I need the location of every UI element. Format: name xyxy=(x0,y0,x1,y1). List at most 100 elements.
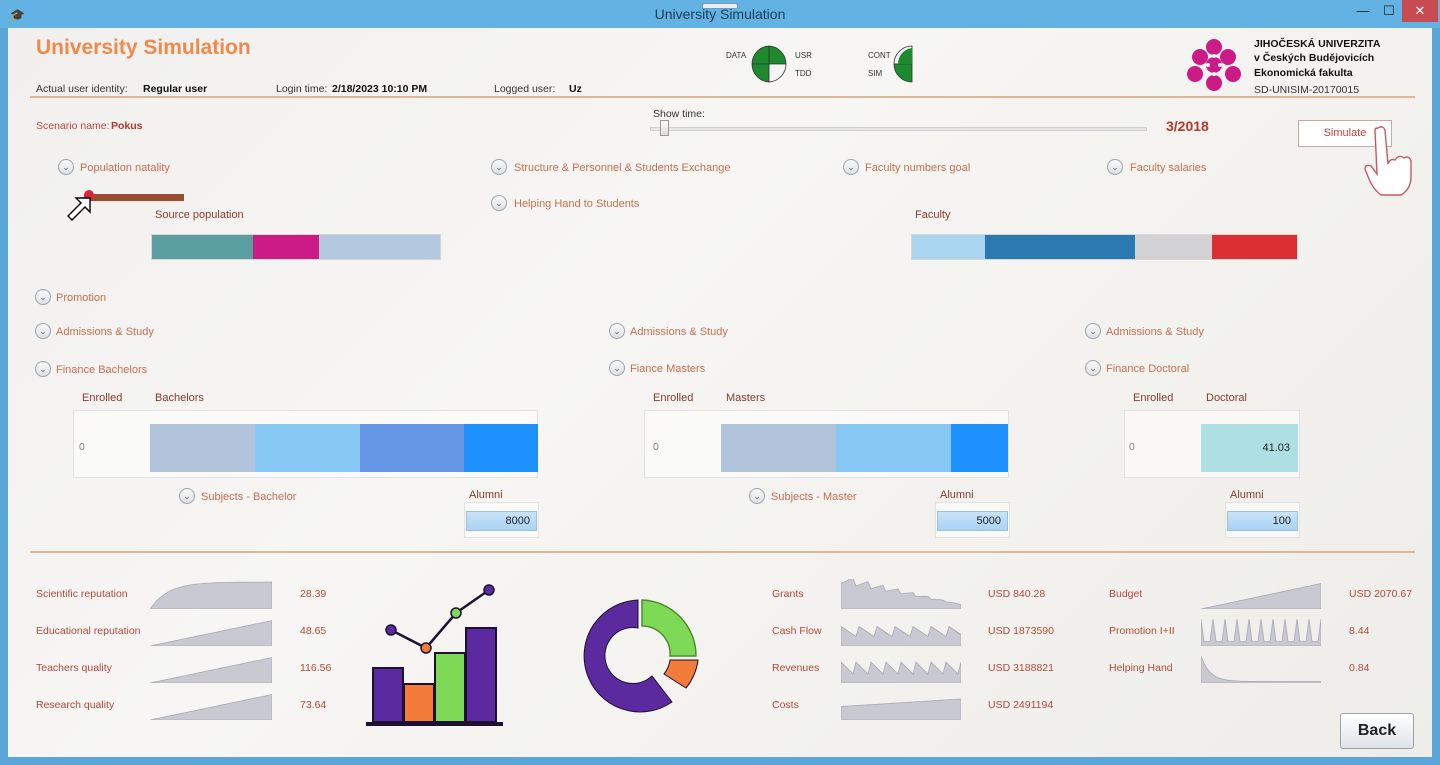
bachelor-segment xyxy=(359,424,465,472)
cursor-arrow-icon xyxy=(67,197,91,221)
doctoral-enrolled-value: 0 xyxy=(1129,441,1135,453)
source-population-segment xyxy=(252,235,320,259)
doctoral-alumni-label: Alumni xyxy=(1230,489,1264,501)
titlebar-grip[interactable] xyxy=(702,3,738,9)
university-name-line2: v Českých Budějovicích xyxy=(1254,52,1375,64)
section-promotion[interactable]: Promotion xyxy=(56,292,107,304)
pointing-hand-icon xyxy=(1364,126,1412,196)
bachelor-segment xyxy=(150,424,255,472)
metric-label: Revenues xyxy=(772,662,820,674)
section-population-natality[interactable]: Population natality xyxy=(80,162,170,174)
metric-value: 116.56 xyxy=(300,662,332,674)
chevron-down-icon[interactable]: ⌄ xyxy=(35,323,51,339)
metric-label: Grants xyxy=(772,588,804,600)
time-slider-thumb[interactable] xyxy=(660,120,669,136)
chevron-down-icon[interactable]: ⌄ xyxy=(609,360,625,376)
login-value: 2/18/2023 10:10 PM xyxy=(332,83,428,95)
time-slider-track[interactable] xyxy=(650,127,1147,131)
chevron-down-icon[interactable]: ⌄ xyxy=(491,195,507,211)
show-time-label: Show time: xyxy=(653,108,705,120)
master-segment xyxy=(950,424,1008,472)
data-indicator-label: DATA xyxy=(726,51,747,60)
section-faculty-salaries[interactable]: Faculty salaries xyxy=(1130,162,1207,174)
window-title: University Simulation xyxy=(654,6,786,22)
doctoral-admissions[interactable]: Admissions & Study xyxy=(1106,326,1204,338)
chevron-down-icon[interactable]: ⌄ xyxy=(843,159,859,175)
source-population-segment xyxy=(319,235,440,259)
bachelor-segment xyxy=(254,424,360,472)
maximize-button[interactable]: ☐ xyxy=(1383,3,1395,18)
metric-value: USD 2491194 xyxy=(988,699,1054,711)
doctoral-finance[interactable]: Finance Doctoral xyxy=(1106,363,1190,375)
section-helping-hand[interactable]: Helping Hand to Students xyxy=(514,198,640,210)
metric-value: USD 1873590 xyxy=(988,625,1054,637)
metric-label: Educational reputation xyxy=(36,625,141,637)
chevron-down-icon[interactable]: ⌄ xyxy=(58,159,74,175)
section-faculty-goal[interactable]: Faculty numbers goal xyxy=(865,162,971,174)
metric-label: Helping Hand xyxy=(1109,662,1173,674)
bachelor-enrolled-label: Enrolled xyxy=(82,392,123,404)
chevron-down-icon[interactable]: ⌄ xyxy=(749,488,765,504)
master-finance[interactable]: Fiance Masters xyxy=(630,363,706,375)
master-bar xyxy=(721,424,1008,472)
back-button[interactable]: Back xyxy=(1340,713,1414,749)
metric-value: USD 840.28 xyxy=(988,588,1046,600)
bachelor-admissions[interactable]: Admissions & Study xyxy=(56,326,154,338)
time-value: 3/2018 xyxy=(1166,118,1209,134)
metric-value: 28.39 xyxy=(300,588,327,600)
content-separator xyxy=(30,551,1415,553)
metric-label: Research quality xyxy=(36,699,115,711)
master-admissions[interactable]: Admissions & Study xyxy=(630,326,728,338)
chevron-down-icon[interactable]: ⌄ xyxy=(491,159,507,175)
faculty-name: Ekonomická fakulta xyxy=(1254,67,1353,79)
bachelor-segment xyxy=(464,424,538,472)
chevron-down-icon[interactable]: ⌄ xyxy=(1085,360,1101,376)
close-button[interactable]: ✕ xyxy=(1402,0,1438,22)
faculty-segment xyxy=(985,235,1136,259)
master-alumni-value: 5000 xyxy=(937,511,1008,531)
doctoral-enrolled-label: Enrolled xyxy=(1133,392,1174,404)
login-label: Login time: xyxy=(276,83,328,95)
master-segment xyxy=(721,424,836,472)
master-segment xyxy=(835,424,951,472)
master-enrolled-label: Enrolled xyxy=(653,392,694,404)
university-logo-icon xyxy=(1187,39,1241,91)
header-separator xyxy=(30,96,1415,98)
bachelor-finance[interactable]: Finance Bachelors xyxy=(56,364,148,376)
doctoral-value: 41.03 xyxy=(1201,424,1298,472)
faculty-label: Faculty xyxy=(915,209,951,221)
chevron-down-icon[interactable]: ⌄ xyxy=(609,323,625,339)
sparkline-chart xyxy=(841,661,961,683)
master-title: Masters xyxy=(726,392,766,404)
sparkline-chart xyxy=(150,694,272,720)
source-population-label: Source population xyxy=(155,209,244,221)
bachelor-bar xyxy=(150,424,538,472)
chevron-down-icon[interactable]: ⌄ xyxy=(1085,323,1101,339)
metric-value: 0.84 xyxy=(1349,662,1370,674)
chevron-down-icon[interactable]: ⌄ xyxy=(1107,159,1123,175)
natality-progress-bar[interactable] xyxy=(84,194,184,201)
window-titlebar[interactable]: 🎓 University Simulation — ☐ ✕ xyxy=(0,0,1440,28)
minimize-button[interactable]: — xyxy=(1356,3,1370,18)
doctoral-title: Doctoral xyxy=(1206,392,1247,404)
identity-label: Actual user identity: xyxy=(36,83,128,95)
chevron-down-icon[interactable]: ⌄ xyxy=(35,361,51,377)
faculty-bar xyxy=(911,234,1298,260)
scenario-value: Pokus xyxy=(111,120,143,132)
section-structure[interactable]: Structure & Personnel & Students Exchang… xyxy=(514,162,731,174)
master-subjects[interactable]: Subjects - Master xyxy=(771,491,857,503)
chevron-down-icon[interactable]: ⌄ xyxy=(179,488,195,504)
chevron-down-icon[interactable]: ⌄ xyxy=(35,289,51,305)
bachelor-alumni-value: 8000 xyxy=(466,511,537,531)
master-alumni-label: Alumni xyxy=(940,489,974,501)
sparkline-chart xyxy=(841,698,961,720)
metric-value: USD 3188821 xyxy=(988,662,1054,674)
bachelor-enrolled-value: 0 xyxy=(79,441,85,453)
natality-handle[interactable] xyxy=(84,190,94,200)
metric-label: Costs xyxy=(772,699,799,711)
metric-label: Scientific reputation xyxy=(36,588,128,600)
bachelor-subjects[interactable]: Subjects - Bachelor xyxy=(201,491,297,503)
sparkline-chart xyxy=(150,581,272,609)
donut-chart-illustration-icon xyxy=(583,599,699,713)
metric-value: 8.44 xyxy=(1349,625,1370,637)
